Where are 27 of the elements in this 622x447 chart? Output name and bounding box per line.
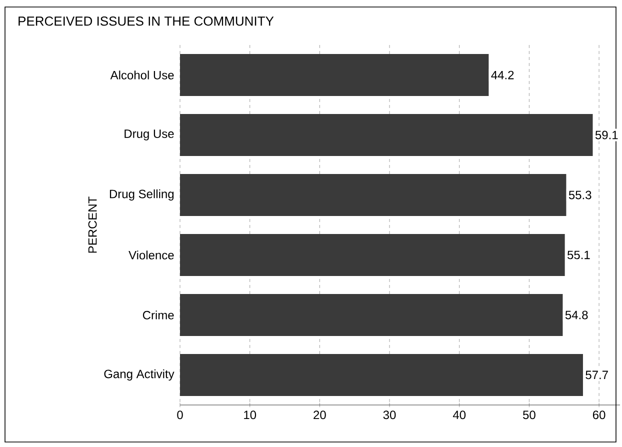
x-tick-label: 10 [244,410,256,420]
x-tick-label: 60 [592,410,606,420]
bar [180,174,566,216]
x-tick-label: 20 [314,410,326,420]
data-label: 44.2 [491,70,514,80]
x-tick-label: 40 [452,410,466,420]
x-tick-label: 0 [177,410,183,420]
x-tick-label: 50 [523,410,536,420]
y-tick-label: Gang Activity [104,369,174,381]
bar [180,54,489,96]
bar [180,234,565,276]
x-tick-label: 30 [383,410,396,420]
y-tick-label: Violence [128,250,174,260]
y-tick-label: Crime [142,310,174,320]
bar [180,114,593,156]
chart-title: PERCEIVED ISSUES IN THE COMMUNITY [18,16,274,26]
data-label: 59.1 [595,130,618,140]
data-label: 55.3 [568,190,592,200]
data-label: 55.1 [568,250,590,260]
data-label: 57.7 [586,370,608,380]
bar [180,294,563,336]
bar [180,354,583,396]
y-tick-label: Drug Use [124,130,174,140]
y-tick-label: Drug Selling [110,189,174,201]
data-label: 54.8 [565,310,588,320]
y-axis-title: PERCENT [88,196,97,253]
y-tick-label: Alcohol Use [110,70,174,80]
